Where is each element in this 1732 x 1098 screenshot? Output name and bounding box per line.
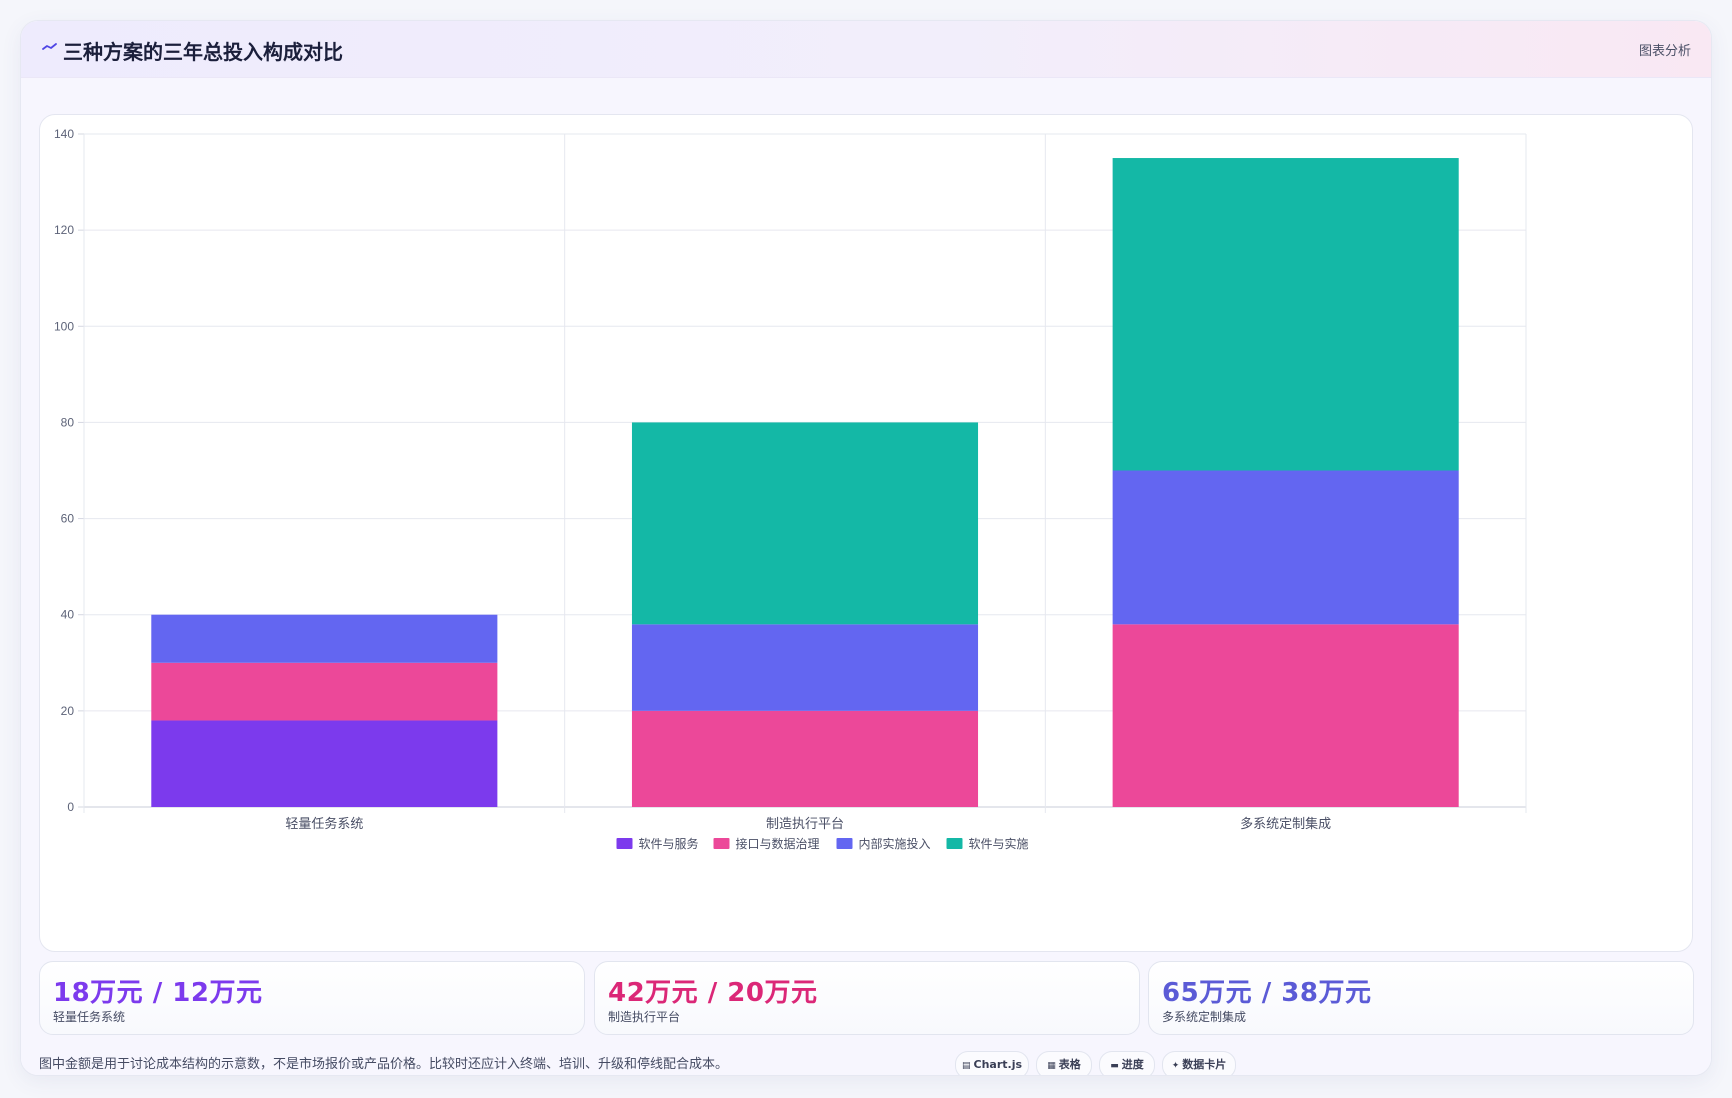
chart-analysis-link[interactable]: 图表分析 <box>1638 44 1691 59</box>
stat-value: 18万元 / 12万元 <box>53 978 263 1008</box>
stat-card-multi-system: 65万元 / 38万元 多系统定制集成 <box>1148 961 1694 1035</box>
y-tick-label: 60 <box>61 512 75 526</box>
stat-label: 轻量任务系统 <box>53 1010 126 1024</box>
bar-segment <box>1112 470 1459 625</box>
chart-panel: 0 20 40 60 80 100 120 140 轻量任务系统 制造执行平台 多系统定制集成软件与… <box>39 114 1693 952</box>
bar-segment <box>151 720 498 807</box>
tag-progress[interactable]: ▬ 进度 <box>1099 1051 1155 1075</box>
tag-table[interactable]: ▦ 表格 <box>1036 1051 1092 1075</box>
chart-card: 三种方案的三年总投入构成对比 图表分析 0 20 40 60 80 100 120 140 轻量… <box>20 20 1712 1076</box>
tag-chartjs[interactable]: ▤ Chart.js <box>955 1051 1029 1075</box>
tag-label: 表格 <box>1058 1058 1081 1071</box>
stacked-bar-chart: 0 20 40 60 80 100 120 140 轻量任务系统 制造执行平台 多系统定制集成软件与… <box>54 127 1527 851</box>
legend-label: 软件与实施 <box>969 836 1029 851</box>
bar-segment <box>151 614 498 663</box>
legend-label: 内部实施投入 <box>859 836 931 851</box>
y-tick-label: 120 <box>54 223 74 237</box>
bar-segment <box>631 422 979 625</box>
stat-value: 42万元 / 20万元 <box>608 978 818 1008</box>
bar-segment <box>151 662 498 721</box>
stat-card-mes: 42万元 / 20万元 制造执行平台 <box>594 961 1140 1035</box>
table-icon: ▦ <box>1047 1061 1056 1071</box>
y-tick-label: 0 <box>67 800 74 814</box>
y-tick-label: 140 <box>54 127 74 141</box>
y-tick-label: 40 <box>61 608 75 622</box>
sparkle-icon: ✦ <box>1171 1061 1180 1071</box>
legend-label: 接口与数据治理 <box>736 836 820 851</box>
tag-label: 进度 <box>1121 1058 1144 1071</box>
bar-segment <box>1112 158 1459 471</box>
stat-label: 多系统定制集成 <box>1162 1010 1247 1024</box>
y-tick-label: 100 <box>54 319 74 333</box>
bar-segment <box>1112 624 1459 807</box>
x-tick-label: 多系统定制集成 <box>1240 816 1331 832</box>
x-tick-label: 轻量任务系统 <box>285 816 363 832</box>
tag-data-card[interactable]: ✦ 数据卡片 <box>1162 1051 1236 1075</box>
trend-line-icon <box>42 43 57 50</box>
x-tick-label: 制造执行平台 <box>766 817 844 832</box>
legend-swatch <box>616 838 633 849</box>
y-tick-label: 80 <box>61 415 75 429</box>
stat-label: 制造执行平台 <box>608 1010 681 1024</box>
y-tick-label: 20 <box>61 704 75 718</box>
chart-icon: ▤ <box>961 1061 971 1071</box>
bar-segment <box>631 624 979 711</box>
bar-segment <box>631 710 979 807</box>
tag-label: Chart.js <box>973 1058 1023 1071</box>
stat-value: 65万元 / 38万元 <box>1162 978 1372 1008</box>
progress-icon: ▬ <box>1110 1061 1119 1071</box>
card-body: 0 20 40 60 80 100 120 140 轻量任务系统 制造执行平台 多系统定制集成 软件与… <box>21 78 1711 1075</box>
chart-title: 三种方案的三年总投入构成对比 <box>63 40 343 64</box>
legend-swatch <box>946 838 963 849</box>
legend-label: 软件与服务 <box>639 836 699 851</box>
legend-swatch <box>713 838 730 849</box>
stat-card-light-task: 18万元 / 12万元 轻量任务系统 <box>39 961 585 1035</box>
footnote: 图中金额是用于讨论成本结构的示意数，不是市场报价或产品价格。比较时还应计入终端、… <box>39 1057 729 1072</box>
legend-swatch <box>836 838 853 849</box>
card-header: 三种方案的三年总投入构成对比 图表分析 <box>21 21 1711 78</box>
tag-label: 数据卡片 <box>1182 1058 1227 1071</box>
